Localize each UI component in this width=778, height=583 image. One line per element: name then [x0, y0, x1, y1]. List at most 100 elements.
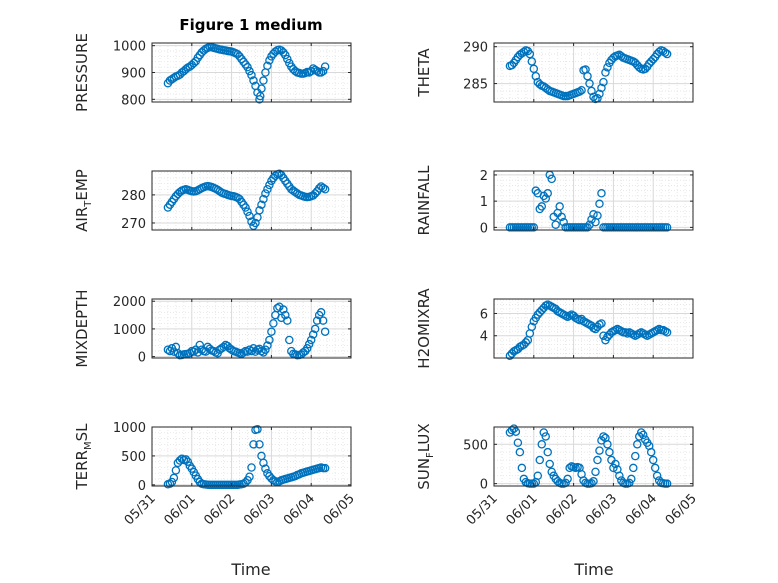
- axes-box: [493, 298, 694, 359]
- data-point: [255, 440, 264, 449]
- y-tick-label: 800: [121, 93, 146, 108]
- data-point: [267, 327, 276, 336]
- data-point: [537, 440, 547, 449]
- data-point: [247, 70, 256, 80]
- data-point: [603, 440, 612, 449]
- data-point: [283, 54, 292, 64]
- data-series: [505, 424, 672, 488]
- data-point: [281, 310, 290, 320]
- data-point: [587, 478, 596, 488]
- y-tick-label: 290: [463, 41, 488, 56]
- data-point: [583, 71, 592, 81]
- data-point: [175, 456, 185, 465]
- data-point: [249, 440, 258, 449]
- data-point: [163, 345, 173, 354]
- data-point: [521, 338, 531, 347]
- data-point: [662, 223, 672, 232]
- data-point: [589, 477, 598, 486]
- data-point: [662, 479, 672, 488]
- data-point: [627, 474, 636, 484]
- data-point: [537, 202, 547, 211]
- data-point: [169, 347, 179, 356]
- y-tick-label: 285: [463, 78, 488, 93]
- data-point: [318, 66, 328, 76]
- data-point: [597, 83, 606, 93]
- data-point: [541, 432, 550, 441]
- y-tick-label: 2000: [113, 295, 146, 310]
- data-point: [320, 62, 330, 71]
- data-point: [593, 455, 602, 465]
- data-point: [633, 440, 642, 449]
- data-series: [505, 170, 672, 232]
- y-tick-label: 1: [480, 195, 488, 210]
- data-point: [281, 50, 290, 60]
- axes-box: [493, 170, 694, 231]
- data-point: [533, 471, 543, 481]
- y-tick-label: 500: [463, 438, 488, 453]
- data-point: [181, 455, 191, 464]
- data-point: [543, 189, 552, 198]
- data-point: [545, 459, 554, 469]
- y-axis-label: TERRMSL: [73, 423, 94, 491]
- subplot-rainfall: 0 1 2 RAINFALL: [415, 165, 694, 236]
- figure-title: Figure 1 medium: [179, 16, 322, 34]
- data-point: [259, 194, 268, 204]
- data-point: [597, 319, 606, 328]
- data-point: [640, 64, 650, 74]
- y-ticks: 46: [480, 307, 693, 345]
- data-point: [310, 324, 320, 334]
- data-point: [183, 457, 193, 466]
- y-axis-label: RAINFALL: [415, 165, 433, 236]
- data-point: [559, 217, 568, 227]
- y-tick-label: 0: [138, 479, 146, 494]
- data-point: [243, 62, 252, 72]
- data-point: [320, 463, 330, 473]
- data-point: [591, 467, 600, 477]
- data-point: [314, 184, 324, 193]
- data-point: [599, 331, 608, 340]
- data-point: [189, 347, 199, 356]
- data-point: [652, 471, 662, 481]
- data-point: [654, 47, 664, 57]
- data-point: [265, 180, 274, 190]
- y-axis-label: H2OMIXRA: [415, 288, 433, 369]
- data-point: [547, 174, 556, 184]
- data-point: [318, 183, 328, 193]
- data-point: [245, 345, 254, 354]
- y-tick-label: 900: [121, 67, 146, 82]
- data-point: [543, 447, 552, 457]
- data-point: [312, 316, 322, 325]
- data-point: [555, 202, 564, 211]
- y-tick-label: 1000: [113, 323, 146, 338]
- data-point: [595, 89, 604, 99]
- data-point: [318, 316, 328, 325]
- y-tick-label: 270: [121, 217, 146, 232]
- data-point: [265, 335, 274, 345]
- subplot-theta: 285 290 THETA: [415, 41, 694, 104]
- y-tick-label: 0: [480, 221, 488, 236]
- data-point: [513, 438, 523, 447]
- data-point: [605, 447, 614, 457]
- axes-box: [493, 42, 694, 103]
- data-point: [245, 472, 254, 481]
- data-point: [263, 341, 272, 350]
- data-point: [259, 458, 268, 468]
- data-point: [306, 335, 316, 345]
- data-point: [263, 61, 272, 71]
- y-tick-label: 500: [121, 450, 146, 465]
- y-tick-label: 0: [480, 478, 488, 493]
- data-point: [597, 189, 606, 198]
- data-point: [662, 49, 672, 59]
- plot-area: [494, 171, 693, 230]
- data-point: [271, 171, 280, 181]
- data-point: [615, 471, 624, 481]
- data-point: [195, 340, 205, 350]
- data-point: [601, 68, 610, 77]
- data-point: [316, 68, 326, 77]
- y-tick-label: 4: [480, 330, 488, 345]
- data-point: [650, 463, 660, 473]
- y-axis-label: SUNFLUX: [415, 423, 436, 489]
- data-point: [525, 49, 535, 59]
- data-point: [593, 211, 602, 220]
- data-point: [271, 47, 280, 56]
